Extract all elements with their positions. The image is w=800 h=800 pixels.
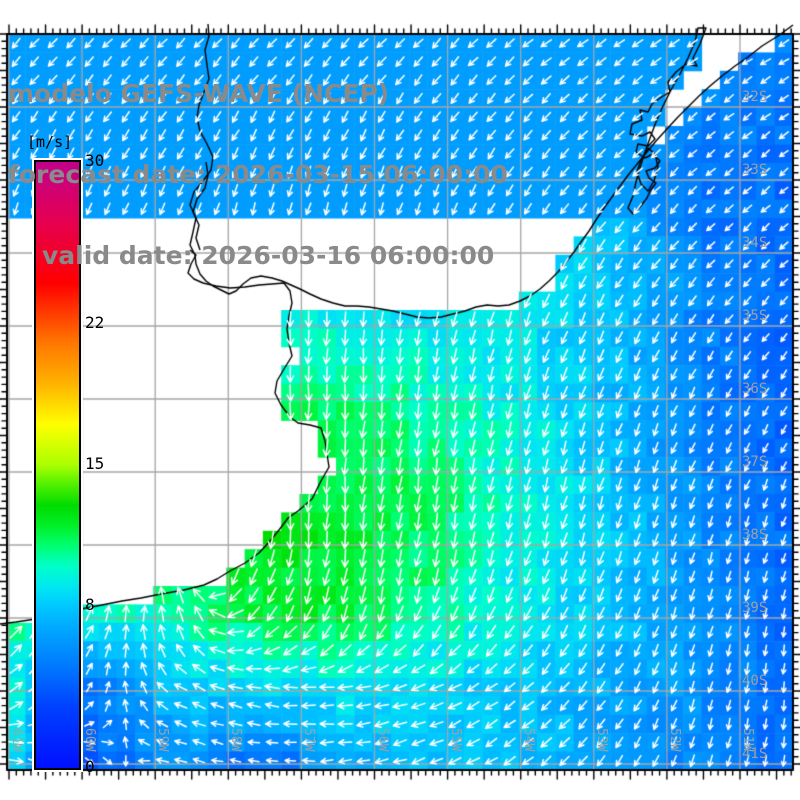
lon-label: 61W [9,728,24,752]
lat-label: 38S [742,527,768,543]
lon-label: 55W [447,728,463,752]
colorbar-tick-label: 15 [85,454,105,473]
lat-label: 33S [742,162,768,178]
forecast-date: forecast date: 2026-03-15 06:00:00 [8,160,508,189]
lon-label: 57W [301,728,317,752]
lon-label: 59W [155,728,171,752]
colorbar-unit-label: [m/s] [27,133,73,151]
lon-label: 53W [593,728,609,752]
colorbar [34,160,81,770]
colorbar-tick-label: 8 [85,595,95,615]
lat-label: 32S [742,89,768,105]
map-title: modelo GEFS-WAVE (NCEP) forecast date: 2… [8,26,508,323]
lon-label: 60W [82,728,98,752]
lon-label: 54W [520,728,536,752]
model-name: modelo GEFS-WAVE (NCEP) [8,79,390,108]
lat-label: 36S [742,381,768,397]
lon-label: 58W [228,728,244,752]
colorbar-tick-label: 0 [85,757,95,776]
colorbar-tick-label: 22 [85,312,105,332]
colorbar-gradient [36,162,79,768]
lat-label: 39S [742,600,768,616]
lon-label: 52W [666,728,682,752]
lon-label: 56W [374,728,390,752]
lat-label: 41S [742,746,768,762]
lat-label: 40S [742,673,768,689]
lon-label: 51W [740,728,755,752]
valid-date: valid date: 2026-03-16 06:00:00 [42,241,495,270]
lat-label: 35S [742,308,768,324]
lat-label: 37S [742,454,768,470]
colorbar-tick-label: 30 [85,151,105,170]
lat-label: 34S [742,235,768,251]
